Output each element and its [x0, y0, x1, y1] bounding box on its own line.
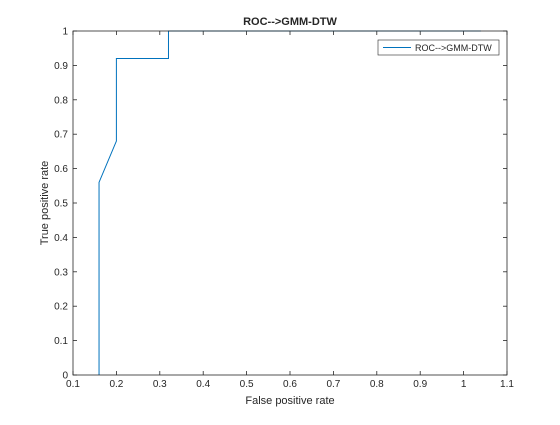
x-tick-label: 0.9: [413, 379, 427, 390]
x-tick-label: 1.1: [500, 379, 514, 390]
y-tick-label: 0.7: [54, 130, 68, 141]
legend-entry-label: ROC-->GMM-DTW: [415, 43, 492, 53]
x-tick-label: 0.6: [283, 379, 297, 390]
x-tick-label: 0.4: [196, 379, 210, 390]
x-tick-label: 1: [461, 379, 467, 390]
axes-box: [72, 30, 508, 376]
x-tick-label: 0.2: [109, 379, 123, 390]
y-tick-label: 1: [62, 27, 68, 38]
x-axis-label: False positive rate: [245, 395, 334, 407]
y-tick-label: 0.8: [54, 95, 68, 106]
plot-area: [73, 31, 507, 375]
y-tick-label: 0.5: [54, 199, 68, 210]
y-tick-label: 0: [62, 371, 68, 382]
y-tick-label: 0.9: [54, 61, 68, 72]
x-tick-label: 0.3: [153, 379, 167, 390]
y-tick-label: 0.3: [54, 267, 68, 278]
y-tick-label: 0.1: [54, 336, 68, 347]
chart-title: ROC-->GMM-DTW: [243, 16, 337, 28]
legend: ROC-->GMM-DTW: [377, 39, 500, 56]
y-tick-label: 0.6: [54, 164, 68, 175]
ticks-layer: 0.1 0.2 0.3 0.4 0.5 0.6 0.7 0.8 0.9 1 1.100.10.20.…: [54, 27, 514, 391]
x-tick-label: 0.5: [240, 379, 254, 390]
x-tick-label: 0.7: [326, 379, 340, 390]
y-tick-label: 0.2: [54, 302, 68, 313]
x-tick-label: 0.1: [66, 379, 80, 390]
y-axis-label: True positive rate: [39, 161, 51, 246]
x-tick-label: 0.8: [370, 379, 384, 390]
y-tick-label: 0.4: [54, 233, 68, 244]
legend-box: [377, 39, 500, 56]
